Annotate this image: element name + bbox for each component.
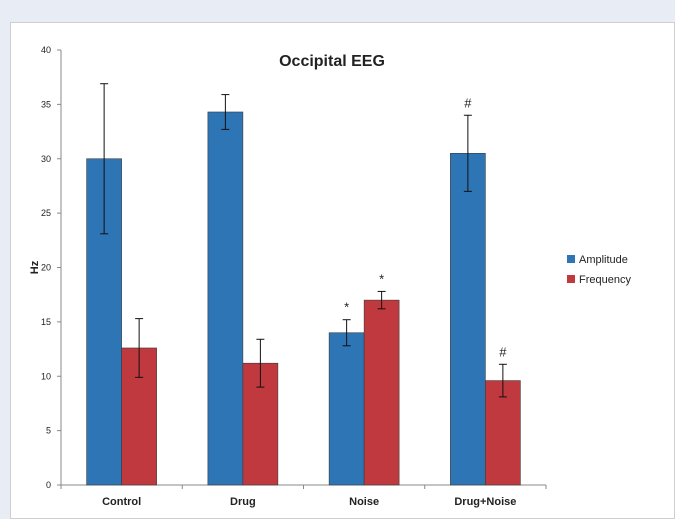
y-tick-label: 25 [41, 208, 51, 218]
significance-marker: # [499, 344, 507, 359]
y-tick-label: 15 [41, 317, 51, 327]
bars: * # * # [86, 83, 521, 486]
chart-title: Occipital EEG [279, 53, 385, 70]
significance-marker: * [379, 271, 384, 286]
y-axis-label: Hz [29, 260, 41, 274]
y-tick-label: 5 [46, 426, 51, 436]
bar-amplitude-2 [328, 332, 365, 486]
legend-label-amplitude: Amplitude [579, 254, 628, 266]
legend-swatch-amplitude [567, 255, 575, 263]
x-tick-label: Drug [230, 496, 256, 508]
significance-marker: * [344, 300, 349, 315]
bar-frequency-3 [485, 380, 521, 486]
chart-frame: Occipital EEG Hz 0 5 10 15 20 25 30 35 40 Control… [10, 22, 675, 519]
bar-amplitude-3 [450, 153, 486, 486]
x-tick-label: Noise [349, 496, 379, 508]
y-tick-label: 10 [41, 371, 51, 381]
y-tick-label: 20 [41, 263, 51, 273]
bar-chart: Occipital EEG Hz 0 5 10 15 20 25 30 35 40 Control… [29, 45, 631, 508]
bar-frequency-2 [363, 299, 400, 486]
x-tick-label: Drug+Noise [454, 496, 516, 508]
x-tick-label: Control [102, 496, 141, 508]
legend-swatch-frequency [567, 275, 575, 283]
legend: Amplitude Frequency [567, 254, 631, 286]
legend-label-frequency: Frequency [579, 274, 631, 286]
y-tick-label: 40 [41, 45, 51, 55]
y-tick-label: 35 [41, 99, 51, 109]
y-tick-label: 30 [41, 154, 51, 164]
bar-amplitude-1 [207, 111, 244, 486]
significance-marker: # [464, 95, 472, 110]
y-tick-label: 0 [46, 480, 51, 490]
